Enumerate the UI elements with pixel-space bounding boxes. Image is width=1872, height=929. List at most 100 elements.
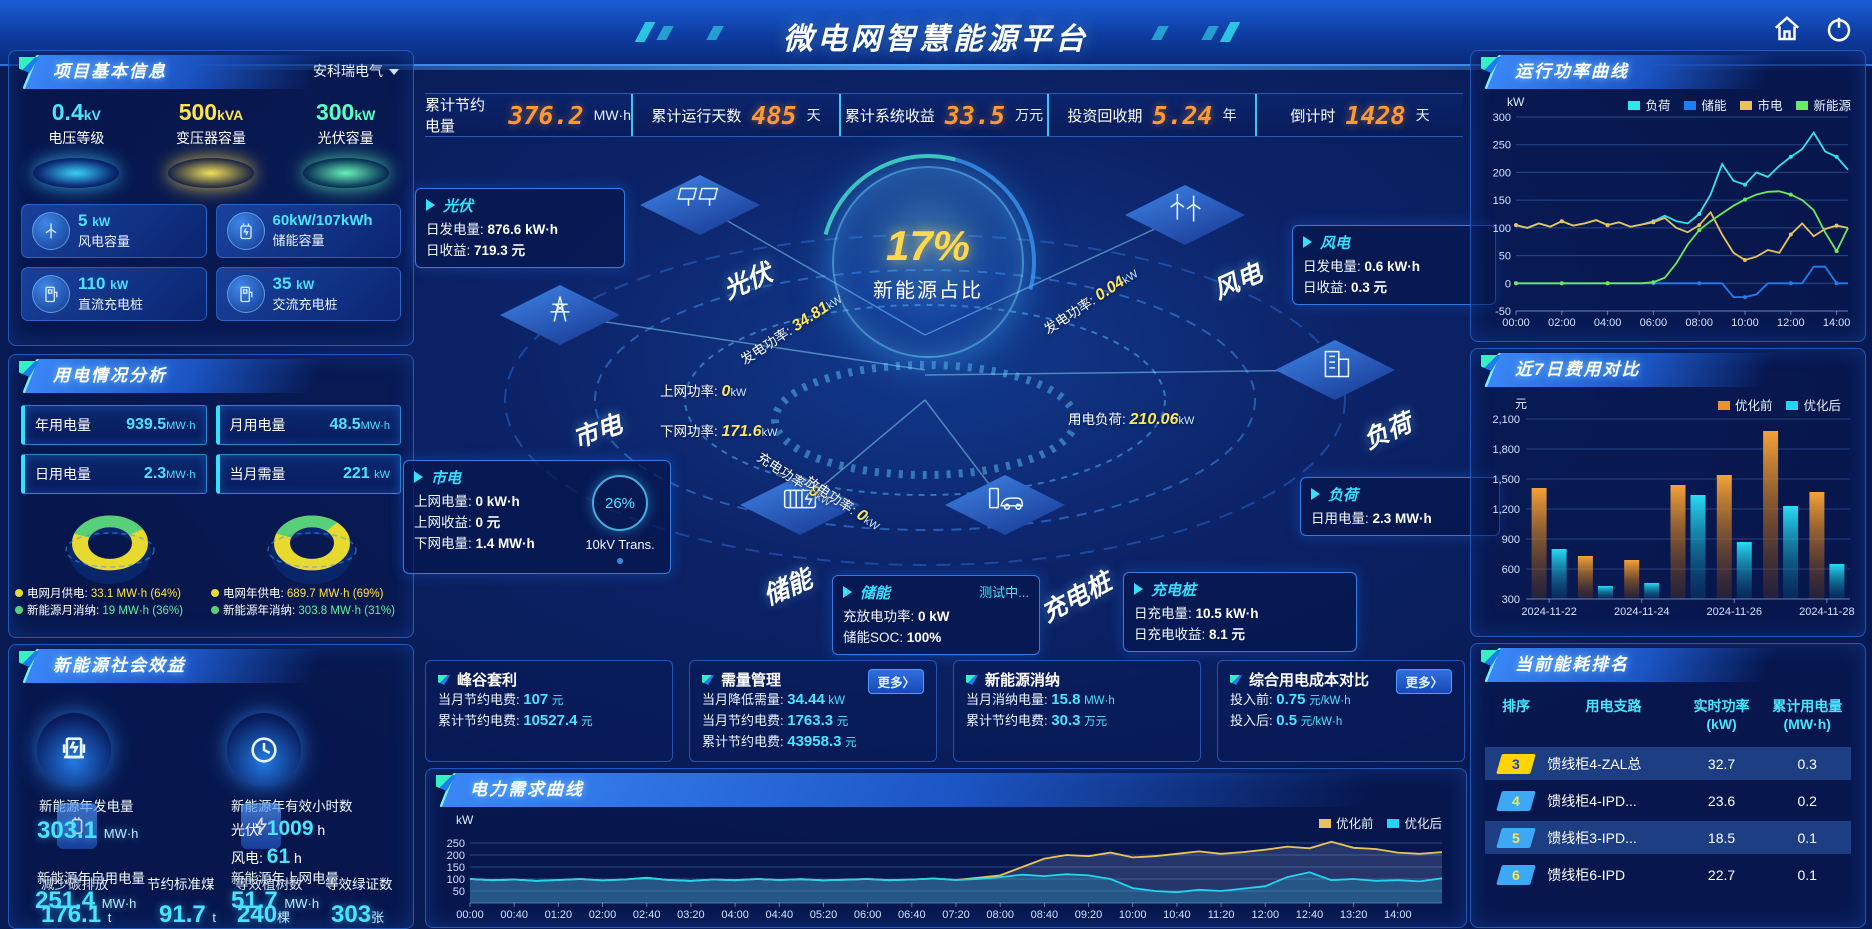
building-icon xyxy=(1324,350,1350,378)
clock-icon xyxy=(251,737,277,763)
stat-month-demand: 当月需量 221 kW xyxy=(215,454,401,494)
solar-panel-icon xyxy=(677,187,719,206)
panel-project-info: 项目基本信息 安科瑞电气 0.4kV 电压等级 500kVA 变压器容量 300… xyxy=(8,50,414,346)
home-icon[interactable] xyxy=(1772,14,1802,44)
cost-legend: 优化前 优化后 xyxy=(1717,395,1841,414)
rank-badge: 3 xyxy=(1496,753,1537,774)
svg-text:1,200: 1,200 xyxy=(1492,504,1520,516)
y-axis-label: kW xyxy=(1507,95,1525,109)
table-row[interactable]: 6 馈线柜6-IPD 22.7 0.1 xyxy=(1485,858,1851,891)
renewable-share-gauge: 17% 新能源占比 xyxy=(832,166,1024,358)
panel-header: 近7日费用对比 xyxy=(1477,353,1859,387)
table-row[interactable]: 5 馈线柜3-IPD... 18.5 0.1 xyxy=(1485,821,1851,854)
cert-value: 303张 xyxy=(331,901,385,928)
svg-text:02:00: 02:00 xyxy=(1548,317,1576,329)
arrow-icon xyxy=(1134,583,1143,595)
coal-label: 节约标准煤 xyxy=(147,877,215,892)
panel-header: 项目基本信息 xyxy=(15,55,407,89)
card-cost-compare: 综合用电成本对比 更多〉 投入前: 0.75 元/kW·h 投入后: 0.5 元… xyxy=(1217,660,1465,762)
svg-text:08:00: 08:00 xyxy=(1685,317,1713,329)
wind-info-box: 风电 日发电量: 0.6 kW·h 日收益: 0.3 元 xyxy=(1292,225,1496,305)
export-value: 51.7 MW·h xyxy=(231,887,320,914)
power-icon[interactable] xyxy=(1824,14,1854,44)
node-storage xyxy=(740,475,860,535)
tree-value: 240棵 xyxy=(237,901,291,928)
gauge-transformer: 500kVA 变压器容量 xyxy=(151,99,271,188)
svg-text:01:20: 01:20 xyxy=(545,909,573,921)
power-tower-icon xyxy=(550,296,570,322)
stat-month-usage: 月用电量 48.5MW·h xyxy=(215,405,401,445)
more-button[interactable]: 更多〉 xyxy=(868,669,924,694)
svg-text:2024-11-28: 2024-11-28 xyxy=(1799,606,1854,618)
battery-container-icon xyxy=(783,489,817,509)
dot xyxy=(617,558,623,564)
label-wind: 风电 xyxy=(1209,258,1267,305)
arrow-icon xyxy=(426,199,435,211)
corner-icon xyxy=(438,675,450,685)
svg-text:05:20: 05:20 xyxy=(810,909,838,921)
pv-hours: 光伏: 1009 h xyxy=(231,817,326,840)
node-wind xyxy=(1125,185,1245,245)
pv-info-box: 光伏 日发电量: 876.6 kW·h 日收益: 719.3 元 xyxy=(415,188,625,268)
flow-pv-power: 发电功率: 34.81kW xyxy=(737,293,845,368)
corner-icon xyxy=(702,675,714,685)
label-charger: 充电桩 xyxy=(1036,567,1117,628)
svg-text:00:40: 00:40 xyxy=(500,909,528,921)
flow-export-power: 上网功率: 0kW xyxy=(660,383,747,400)
svg-text:0: 0 xyxy=(1505,278,1511,290)
load-info-box: 负荷 日用电量: 2.3 MW·h xyxy=(1300,477,1500,536)
svg-text:04:00: 04:00 xyxy=(1594,317,1622,329)
stat-year-usage: 年用电量 939.5MW·h xyxy=(21,405,207,445)
svg-text:150: 150 xyxy=(447,862,465,874)
decor-slash xyxy=(634,22,656,42)
svg-text:12:00: 12:00 xyxy=(1777,317,1805,329)
more-button[interactable]: 更多〉 xyxy=(1396,669,1452,694)
rank-badge: 6 xyxy=(1496,864,1537,885)
donut-year-chart xyxy=(267,515,357,584)
svg-text:06:00: 06:00 xyxy=(1640,317,1668,329)
table-row[interactable]: 3 馈线柜4-ZAL总 32.7 0.3 xyxy=(1485,747,1851,780)
wind-hours: 风电: 61 h xyxy=(231,845,302,868)
table-row[interactable]: 4 馈线柜4-IPD... 23.6 0.2 xyxy=(1485,784,1851,817)
node-charger xyxy=(945,475,1065,535)
svg-text:2024-11-22: 2024-11-22 xyxy=(1521,606,1576,618)
label-pv: 光伏 xyxy=(719,258,777,305)
svg-text:900: 900 xyxy=(1502,534,1520,546)
kpi-saved-energy: 累计节约电量 376.2 MW·h xyxy=(425,97,631,135)
charger-info-box: 充电桩 日充电量: 10.5 kW·h 日充电收益: 8.1 元 xyxy=(1123,572,1357,652)
wind-turbine-icon xyxy=(32,212,70,250)
svg-text:10:40: 10:40 xyxy=(1163,909,1191,921)
glow-disc xyxy=(302,158,389,188)
panel-demand-curve: 电力需求曲线 kW 优化前 优化后 50 100 150 200 250 00:00 00:… xyxy=(425,768,1467,928)
battery-icon xyxy=(226,212,265,250)
table-header: 排序 用电支路 实时功率 (kW) 累计用电量 (MW·h) xyxy=(1502,698,1843,732)
ranking-table: 排序 用电支路 实时功率 (kW) 累计用电量 (MW·h) 3 馈线柜4-ZA… xyxy=(1485,698,1851,891)
svg-text:14:00: 14:00 xyxy=(1384,909,1412,921)
svg-text:2,100: 2,100 xyxy=(1492,414,1520,426)
svg-text:08:00: 08:00 xyxy=(986,909,1014,921)
capacity-wind: 5 kW 风电容量 xyxy=(21,204,207,258)
card-demand-mgmt: 需量管理 更多〉 当月降低需量: 34.44 kW 当月节约电费: 1763.3… xyxy=(689,660,937,762)
cost-chart: 300 600 900 1,200 1,500 1,800 2,100 2024-11-22 2… xyxy=(1492,414,1854,618)
company-dropdown[interactable]: 安科瑞电气 xyxy=(313,61,399,81)
svg-text:1,800: 1,800 xyxy=(1492,444,1520,456)
svg-text:03:20: 03:20 xyxy=(677,909,705,921)
decor-slash xyxy=(1219,22,1241,42)
svg-text:-50: -50 xyxy=(1495,306,1511,318)
corner-icon xyxy=(1230,675,1242,685)
svg-text:00:00: 00:00 xyxy=(456,909,484,921)
donut-month-chart xyxy=(65,515,155,584)
svg-text:04:40: 04:40 xyxy=(766,909,794,921)
svg-text:200: 200 xyxy=(447,850,465,862)
decor-slash xyxy=(1151,26,1169,40)
panel-header: 运行功率曲线 xyxy=(1477,55,1859,89)
decor-slash xyxy=(656,26,674,40)
svg-text:2024-11-26: 2024-11-26 xyxy=(1707,606,1762,618)
card-renewable-consumption: 新能源消纳 当月消纳电量: 15.8 MW·h 累计节约电费: 30.3 万元 xyxy=(953,660,1201,762)
node-load xyxy=(1275,340,1395,400)
hours-pedestal xyxy=(227,713,301,787)
svg-text:2024-11-24: 2024-11-24 xyxy=(1614,606,1669,618)
self-value: 251.4 MW·h xyxy=(35,887,137,914)
legend-grid-year: 电网年供电: 689.7 MW·h (69%) xyxy=(211,586,407,603)
